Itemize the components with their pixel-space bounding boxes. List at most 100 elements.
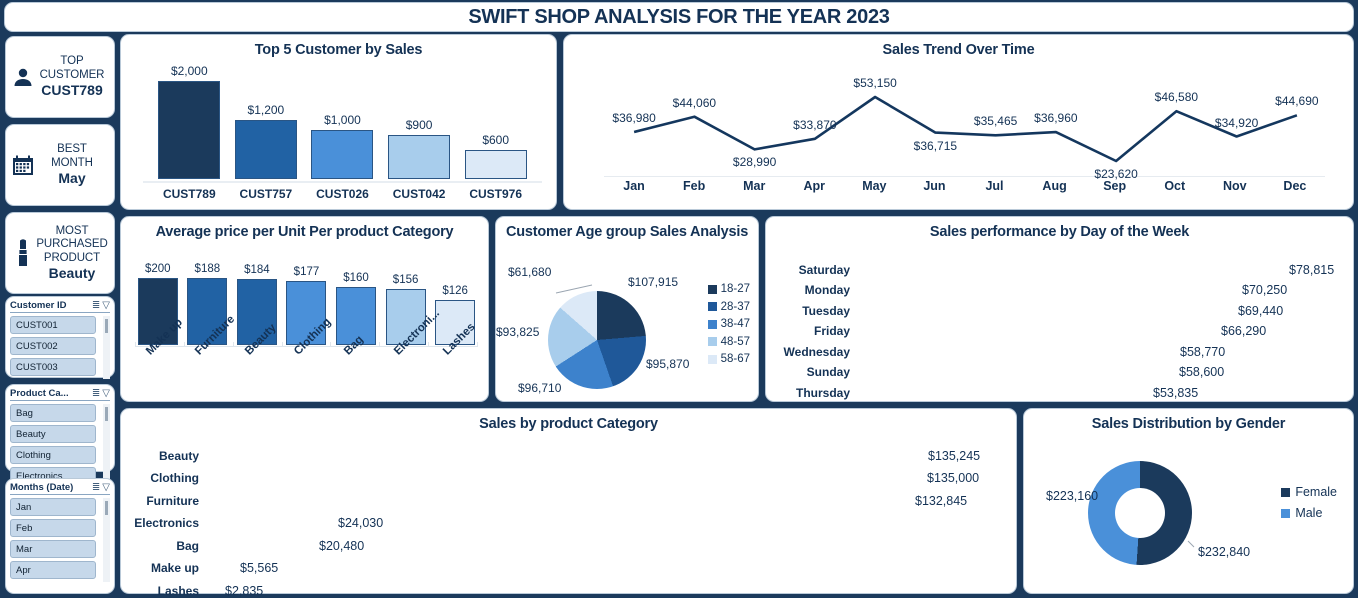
slicer-product-category-scrollbar[interactable] bbox=[103, 404, 110, 488]
bar-category-label: Furniture bbox=[146, 493, 199, 508]
slicer-item[interactable]: Mar bbox=[10, 540, 96, 558]
chart-title: Customer Age group Sales Analysis bbox=[505, 224, 749, 240]
chart-title: Sales Trend Over Time bbox=[882, 42, 1035, 58]
x-axis-label-slot: Lashes bbox=[435, 321, 478, 399]
bar-track: $2,835 bbox=[205, 584, 1010, 598]
data-point-label: $36,960 bbox=[1034, 111, 1078, 126]
bar-row: Make up $5,565 bbox=[127, 560, 1010, 577]
bar bbox=[158, 81, 221, 179]
x-axis-label: CUST976 bbox=[469, 187, 523, 201]
slicer-item[interactable]: Beauty bbox=[10, 425, 96, 443]
bar-track: $132,845 bbox=[205, 494, 1010, 508]
slicer-item[interactable]: CUST003 bbox=[10, 358, 96, 376]
slicer-months-date-title: Months (Date) bbox=[10, 482, 74, 493]
slicer-item[interactable]: CUST002 bbox=[10, 337, 96, 355]
bar-value-label: $160 bbox=[343, 272, 369, 284]
bar-value-label: $135,245 bbox=[928, 448, 981, 463]
bar-value-label: $1,000 bbox=[324, 113, 361, 127]
legend-swatch bbox=[1281, 508, 1291, 518]
bar-column: $126 bbox=[435, 263, 476, 345]
multi-select-icon[interactable]: ≣ bbox=[91, 388, 101, 399]
kpi-card-most-purchased-product: MOST PURCHASED PRODUCT Beauty bbox=[5, 212, 115, 294]
kpi-top-customer-line1: TOP bbox=[60, 55, 84, 68]
bar-value-label: $24,030 bbox=[338, 516, 384, 530]
bar-category-label: Bag bbox=[176, 538, 199, 553]
pie-slice-label: $61,680 bbox=[508, 265, 552, 279]
slicer-item[interactable]: CUST001 bbox=[10, 316, 96, 334]
slicer-months-date-scrollbar[interactable] bbox=[103, 498, 110, 582]
pie-plot-area: 18-27 28-37 38-47 48-57 58-67 $107,915 $95,87… bbox=[496, 265, 758, 401]
donut-chart bbox=[1088, 461, 1192, 565]
trend-line-svg bbox=[633, 95, 1298, 163]
bar-category-label: Lashes bbox=[157, 583, 199, 598]
line-plot-area: Jan Feb Mar Apr May Jun Jul Aug Sep Oct Nov Dec $36… bbox=[574, 59, 1343, 205]
kpi-best-month-value: May bbox=[58, 170, 86, 187]
x-axis-label-slot: Bag bbox=[336, 334, 376, 399]
slicer-product-category-body: Bag Beauty Clothing Electronics bbox=[10, 404, 110, 488]
kpi-best-month-line1: BEST bbox=[57, 143, 87, 156]
kpi-most-product-line3: PRODUCT bbox=[43, 251, 101, 264]
bar-column: $1,200 bbox=[234, 63, 297, 179]
bar-row: Lashes $2,835 bbox=[127, 582, 1010, 598]
legend-item: Female bbox=[1281, 485, 1337, 499]
data-point-label: $53,150 bbox=[853, 76, 897, 90]
bar-value-label: $177 bbox=[293, 266, 320, 278]
bar-value-label: $2,000 bbox=[170, 64, 208, 78]
slicer-item[interactable]: Jan bbox=[10, 498, 96, 516]
bars-container: $2,000 $1,200 $1,000 $900 $600 bbox=[151, 63, 534, 179]
slicer-months-date[interactable]: Months (Date) ≣ ▽ Jan Feb Mar Apr bbox=[5, 478, 115, 594]
kpi-most-product-line1: MOST bbox=[55, 224, 89, 237]
x-axis-label-slot: Beauty bbox=[237, 322, 279, 399]
bars-container: $200 $188 $184 $177 $160 $156 $126 bbox=[133, 263, 480, 345]
bar bbox=[388, 135, 451, 179]
legend-label: 58-67 bbox=[720, 353, 750, 365]
slicer-item[interactable]: Apr bbox=[10, 561, 96, 579]
legend-swatch bbox=[707, 319, 717, 329]
pie-chart bbox=[548, 291, 646, 389]
lipstick-icon bbox=[10, 238, 36, 268]
bar-track: $58,600 bbox=[856, 365, 1347, 379]
bar-category-label: Electronics bbox=[134, 516, 199, 530]
axis-line bbox=[135, 346, 478, 347]
bars-container: Beauty $135,245 Clothing $135,000 Furniture $… bbox=[127, 447, 1010, 598]
chart-sales-by-product-category: Sales by product Category Beauty $135,245… bbox=[120, 408, 1017, 598]
bar-track: $78,815 bbox=[856, 263, 1347, 277]
chart-sales-trend-over-time: Sales Trend Over Time Jan Feb Mar Apr May Jun… bbox=[563, 34, 1354, 210]
slicer-product-category[interactable]: Product Ca... ≣ ▽ Bag Beauty Clothing El… bbox=[5, 384, 115, 488]
data-point-label: $44,690 bbox=[1275, 94, 1319, 109]
bar-value-label: $200 bbox=[144, 263, 171, 275]
bar-category-label: Tuesday bbox=[802, 303, 850, 318]
x-axis-labels: Make up Furniture Beauty Clothing Bag Electro… bbox=[133, 307, 480, 399]
multi-select-icon[interactable]: ≣ bbox=[91, 300, 101, 311]
slicer-product-category-header: Product Ca... ≣ ▽ bbox=[10, 388, 110, 401]
bar-value-label: $66,290 bbox=[1221, 324, 1267, 338]
bar-category-label: Wednesday bbox=[783, 344, 850, 359]
slicer-item[interactable]: Clothing bbox=[10, 446, 96, 464]
bar bbox=[286, 281, 327, 345]
slicer-item[interactable]: Bag bbox=[10, 404, 96, 422]
clear-filter-icon[interactable]: ▽ bbox=[102, 388, 110, 399]
bar-value-label: $126 bbox=[442, 285, 468, 297]
pie-slice-label: $93,825 bbox=[496, 325, 540, 339]
legend-label: 48-57 bbox=[720, 335, 750, 348]
legend-label: 38-47 bbox=[720, 318, 750, 330]
bar-value-label: $156 bbox=[392, 274, 419, 286]
multi-select-icon[interactable]: ≣ bbox=[91, 482, 101, 493]
kpi-card-best-month: BEST MONTH May bbox=[5, 124, 115, 206]
bar-row: Beauty $135,245 bbox=[127, 447, 1010, 464]
slicer-customer-id-scrollbar[interactable] bbox=[103, 316, 110, 379]
chart-title: Sales Distribution by Gender bbox=[1091, 416, 1286, 432]
clear-filter-icon[interactable]: ▽ bbox=[102, 300, 110, 311]
axis-ticks bbox=[135, 342, 478, 347]
chart-customer-age-group-sales: Customer Age group Sales Analysis 18-27 2… bbox=[495, 216, 759, 402]
clear-filter-icon[interactable]: ▽ bbox=[102, 482, 110, 493]
bar-value-label: $132,845 bbox=[915, 493, 968, 508]
x-axis-label-slot: Furniture bbox=[187, 313, 237, 399]
slicer-item[interactable]: Feb bbox=[10, 519, 96, 537]
x-axis-label-slot: Make up bbox=[138, 316, 185, 399]
bar-row: Tuesday $69,440 bbox=[772, 302, 1347, 319]
bar-value-label: $58,770 bbox=[1180, 344, 1226, 359]
slicer-customer-id[interactable]: Customer ID ≣ ▽ CUST001 CUST002 CUST003 bbox=[5, 296, 115, 379]
kpi-most-product-text: MOST PURCHASED PRODUCT Beauty bbox=[36, 225, 108, 282]
kpi-top-customer-text: TOP CUSTOMER CUST789 bbox=[36, 55, 108, 98]
